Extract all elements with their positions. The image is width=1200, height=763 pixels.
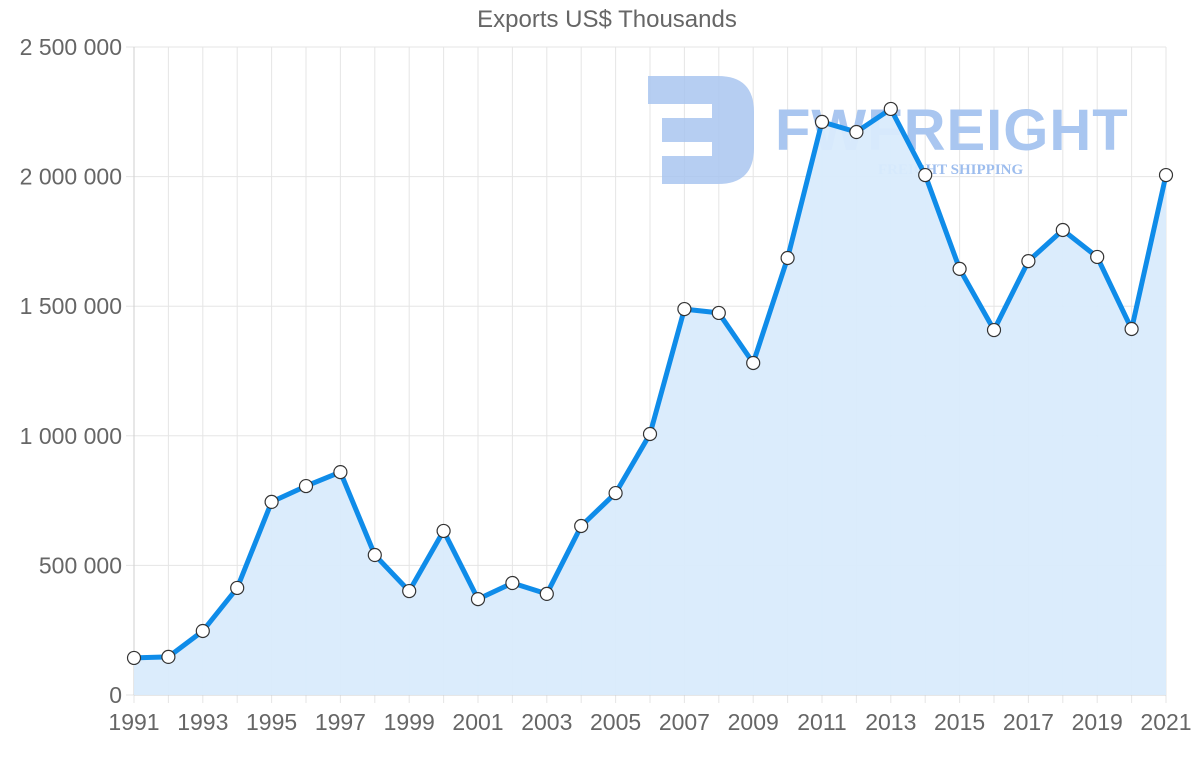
data-point[interactable]: [195, 623, 210, 639]
data-point[interactable]: [883, 101, 898, 117]
data-point[interactable]: [333, 464, 348, 480]
x-tick-label: 1993: [177, 709, 228, 735]
data-point[interactable]: [402, 583, 417, 599]
y-axis-ticks: 0 500 000 1 000 000 1 500 000 2 000 000 2 500…: [20, 34, 122, 708]
data-point[interactable]: [849, 124, 864, 140]
x-tick-label: 2013: [865, 709, 916, 735]
data-point[interactable]: [642, 426, 658, 442]
x-tick-label: 1997: [315, 709, 366, 735]
x-tick-label: 2015: [934, 709, 985, 735]
data-point[interactable]: [746, 355, 761, 371]
x-tick-label: 2011: [797, 709, 846, 735]
data-point[interactable]: [505, 575, 520, 591]
x-tick-label: 2021: [1140, 709, 1191, 735]
area-fill: [134, 108, 1166, 695]
data-point[interactable]: [1055, 222, 1070, 238]
x-tick-label: 2005: [590, 709, 641, 735]
y-tick-label: 1 000 000: [20, 423, 122, 449]
data-point[interactable]: [952, 261, 967, 276]
y-tick-label: 500 000: [39, 552, 122, 578]
data-point[interactable]: [367, 547, 382, 563]
y-tick-label: 1 500 000: [20, 293, 122, 319]
data-point[interactable]: [1090, 249, 1105, 265]
data-point[interactable]: [677, 301, 692, 317]
data-point[interactable]: [574, 518, 589, 534]
x-tick-label: 2001: [452, 709, 503, 735]
x-tick-label: 2003: [521, 709, 572, 735]
brand-logo-icon: [648, 76, 754, 184]
data-point[interactable]: [608, 485, 623, 501]
data-point[interactable]: [298, 478, 314, 494]
data-point[interactable]: [264, 494, 279, 509]
x-tick-label: 2009: [728, 709, 779, 735]
data-point[interactable]: [780, 250, 795, 266]
data-point[interactable]: [1021, 253, 1036, 269]
x-tick-label: 1999: [384, 709, 435, 735]
data-point[interactable]: [436, 523, 451, 539]
data-point[interactable]: [918, 167, 933, 183]
y-tick-label: 0: [109, 682, 122, 708]
chart-title: Exports US$ Thousands: [477, 6, 737, 33]
y-tick-label: 2 000 000: [20, 164, 122, 190]
x-axis-ticks: 1991 1993 1995 1997 1999 2001 2003 2005 2007 2009…: [108, 709, 1191, 735]
x-tick-label: 1991: [108, 709, 159, 735]
x-tick-label: 2017: [1003, 709, 1054, 735]
data-point[interactable]: [470, 591, 486, 607]
x-tick-label: 2007: [659, 709, 710, 735]
y-tick-label: 2 500 000: [20, 34, 122, 60]
data-point[interactable]: [230, 580, 245, 596]
data-points: [126, 101, 1174, 666]
data-point[interactable]: [539, 586, 554, 602]
data-point[interactable]: [126, 650, 142, 666]
data-point[interactable]: [711, 305, 726, 321]
x-tick-label: 1995: [246, 709, 297, 735]
data-point[interactable]: [161, 649, 176, 664]
x-tick-label: 2019: [1072, 709, 1123, 735]
data-point[interactable]: [814, 114, 830, 130]
data-point[interactable]: [1158, 167, 1174, 183]
data-point[interactable]: [986, 322, 1002, 338]
data-point[interactable]: [1124, 321, 1139, 337]
